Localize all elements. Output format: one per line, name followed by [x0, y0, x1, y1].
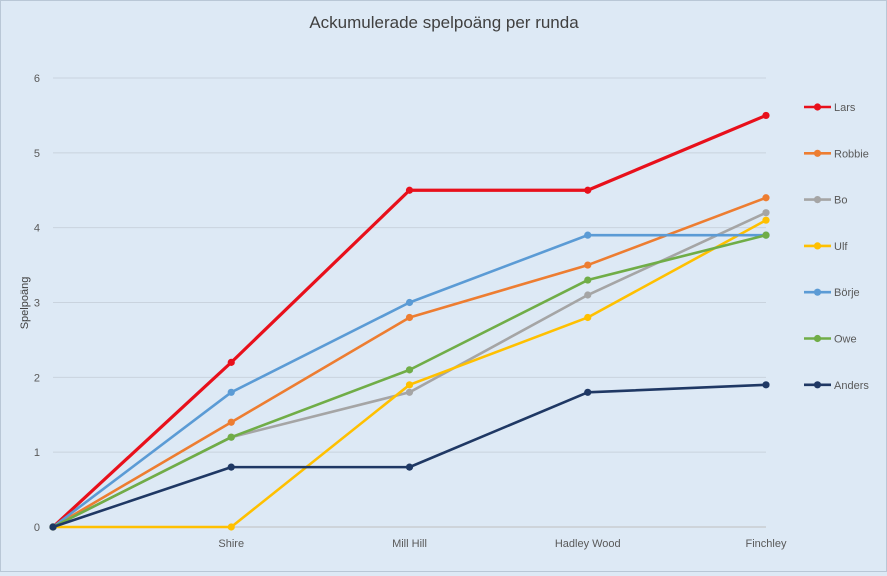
data-point — [584, 291, 592, 299]
data-point — [227, 358, 235, 366]
data-point — [762, 216, 770, 224]
y-tick-label: 0 — [34, 522, 40, 534]
y-tick-label: 1 — [34, 447, 40, 459]
legend-point-marker — [813, 242, 822, 250]
legend-item: Anders — [804, 380, 869, 392]
data-point — [405, 186, 414, 194]
data-point — [227, 463, 235, 471]
legend-label: Ulf — [834, 241, 848, 253]
x-tick-label: Hadley Wood — [555, 538, 621, 550]
legend-point-marker — [813, 288, 822, 296]
data-point — [762, 111, 770, 120]
series-line — [51, 196, 768, 529]
data-point — [405, 313, 414, 322]
data-point — [762, 231, 770, 239]
legend-label: Börje — [834, 287, 860, 299]
x-tick-label: Finchley — [746, 538, 787, 550]
data-point — [762, 194, 770, 202]
data-point — [405, 381, 414, 389]
data-point — [227, 418, 235, 426]
y-tick-label: 3 — [34, 298, 40, 310]
data-point — [584, 276, 592, 284]
y-axis-title: Spelpoäng — [19, 277, 31, 330]
data-point — [405, 366, 414, 374]
data-point — [227, 433, 235, 441]
legend-item: Börje — [804, 287, 860, 299]
data-point — [584, 261, 592, 269]
data-point — [227, 523, 235, 531]
data-point — [584, 388, 592, 396]
data-point — [405, 298, 414, 307]
x-tick-label: Mill Hill — [392, 538, 427, 550]
x-axis-ticks: Shire Mill Hill Hadley Wood Finchley — [218, 538, 787, 550]
legend-point-marker — [813, 149, 822, 157]
series-4 — [49, 216, 770, 531]
data-point — [405, 463, 414, 471]
data-point — [584, 313, 592, 322]
y-tick-label: 4 — [34, 223, 40, 235]
grid — [53, 77, 766, 528]
data-point — [227, 388, 235, 396]
legend-item: Robbie — [804, 148, 869, 160]
legend-label: Robbie — [834, 148, 869, 160]
legend-point-marker — [813, 381, 822, 389]
chart-title: Ackumulerade spelpoäng per runda — [309, 13, 579, 32]
series-1 — [49, 111, 770, 531]
data-point — [49, 523, 57, 531]
y-tick-label: 6 — [34, 73, 40, 85]
legend-label: Anders — [834, 380, 869, 392]
legend-label: Lars — [834, 102, 856, 114]
data-point — [762, 381, 770, 389]
x-tick-label: Shire — [218, 538, 244, 550]
y-tick-label: 5 — [34, 148, 40, 160]
data-point — [584, 231, 592, 239]
series-line — [51, 218, 768, 529]
legend-label: Bo — [834, 195, 847, 207]
series-2 — [49, 194, 770, 531]
series-7 — [49, 381, 770, 531]
legend-label: Owe — [834, 334, 857, 346]
y-axis-ticks: 0 1 2 3 4 5 6 — [34, 73, 40, 534]
data-point — [584, 186, 592, 194]
legend-item: Bo — [804, 195, 847, 207]
series-line — [51, 383, 768, 529]
data-point — [762, 209, 770, 217]
legend: Lars Robbie Bo Ulf Börje Owe Anders — [804, 102, 869, 392]
legend-point-marker — [813, 103, 822, 111]
series-lines — [49, 111, 770, 531]
data-point — [405, 388, 414, 396]
legend-item: Lars — [804, 102, 856, 114]
legend-point-marker — [813, 196, 822, 204]
legend-point-marker — [813, 334, 822, 343]
legend-item: Ulf — [804, 241, 848, 253]
y-tick-label: 2 — [34, 372, 40, 384]
legend-item: Owe — [804, 334, 857, 346]
